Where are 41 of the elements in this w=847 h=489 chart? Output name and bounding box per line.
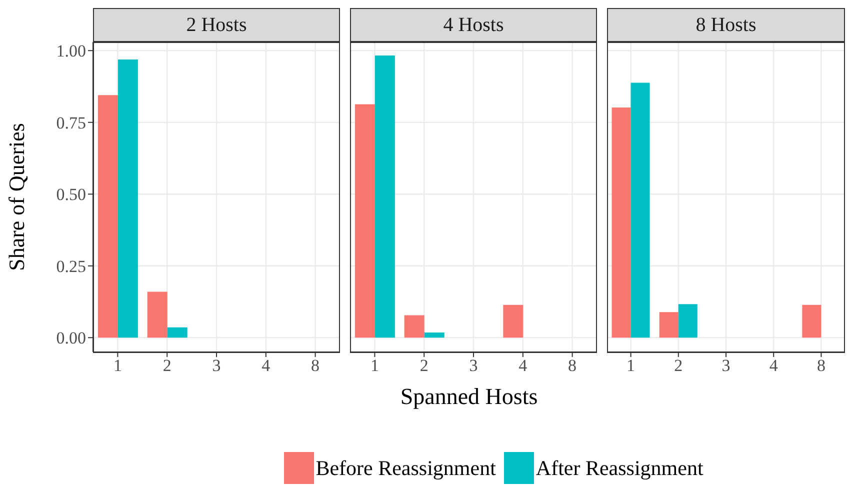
bar xyxy=(802,304,822,338)
x-tick-label: 4 xyxy=(518,356,528,376)
x-tick-label: 1 xyxy=(113,356,122,376)
bar xyxy=(98,95,118,338)
chart-title: 8 Hosts xyxy=(607,8,845,42)
x-tick-label: 1 xyxy=(626,356,636,376)
legend-label: Before Reassignment xyxy=(316,456,496,480)
x-tick-label: 3 xyxy=(722,356,730,376)
bar xyxy=(374,55,395,338)
x-tick-label: 4 xyxy=(262,356,271,376)
bar xyxy=(147,292,168,338)
bar xyxy=(678,304,698,338)
x-tick-label: 3 xyxy=(469,356,478,376)
x-tick-label: 2 xyxy=(162,356,172,376)
x-tick-label: 2 xyxy=(674,356,683,376)
y-tick-label: 0.50 xyxy=(56,185,86,204)
x-tick-label: 3 xyxy=(212,356,221,376)
x-tick-label: 2 xyxy=(420,356,428,376)
x-axis-title: Spanned Hosts xyxy=(399,384,539,410)
chart-title: 4 Hosts xyxy=(350,8,597,42)
bar xyxy=(424,332,444,338)
x-tick-label: 8 xyxy=(311,356,320,376)
x-tick-label: 8 xyxy=(816,356,826,376)
x-tick-label: 8 xyxy=(568,356,577,376)
bar xyxy=(167,327,188,338)
bar xyxy=(404,315,424,338)
bar xyxy=(354,104,375,338)
bar xyxy=(659,312,678,338)
y-axis-title: Share of Queries xyxy=(4,123,30,271)
y-tick-label: 1.00 xyxy=(56,42,86,61)
bar xyxy=(612,107,631,338)
y-tick-label: 0.25 xyxy=(56,256,86,276)
bar xyxy=(503,304,524,338)
y-tick-label: 0.00 xyxy=(56,328,86,348)
x-tick-label: 1 xyxy=(370,356,379,376)
x-tick-label: 4 xyxy=(769,356,778,376)
bar xyxy=(118,60,138,338)
y-tick-label: 0.75 xyxy=(56,113,86,132)
chart-title: 2 Hosts xyxy=(93,8,340,42)
bar xyxy=(630,82,650,338)
legend-label: After Reassignment xyxy=(536,456,704,480)
